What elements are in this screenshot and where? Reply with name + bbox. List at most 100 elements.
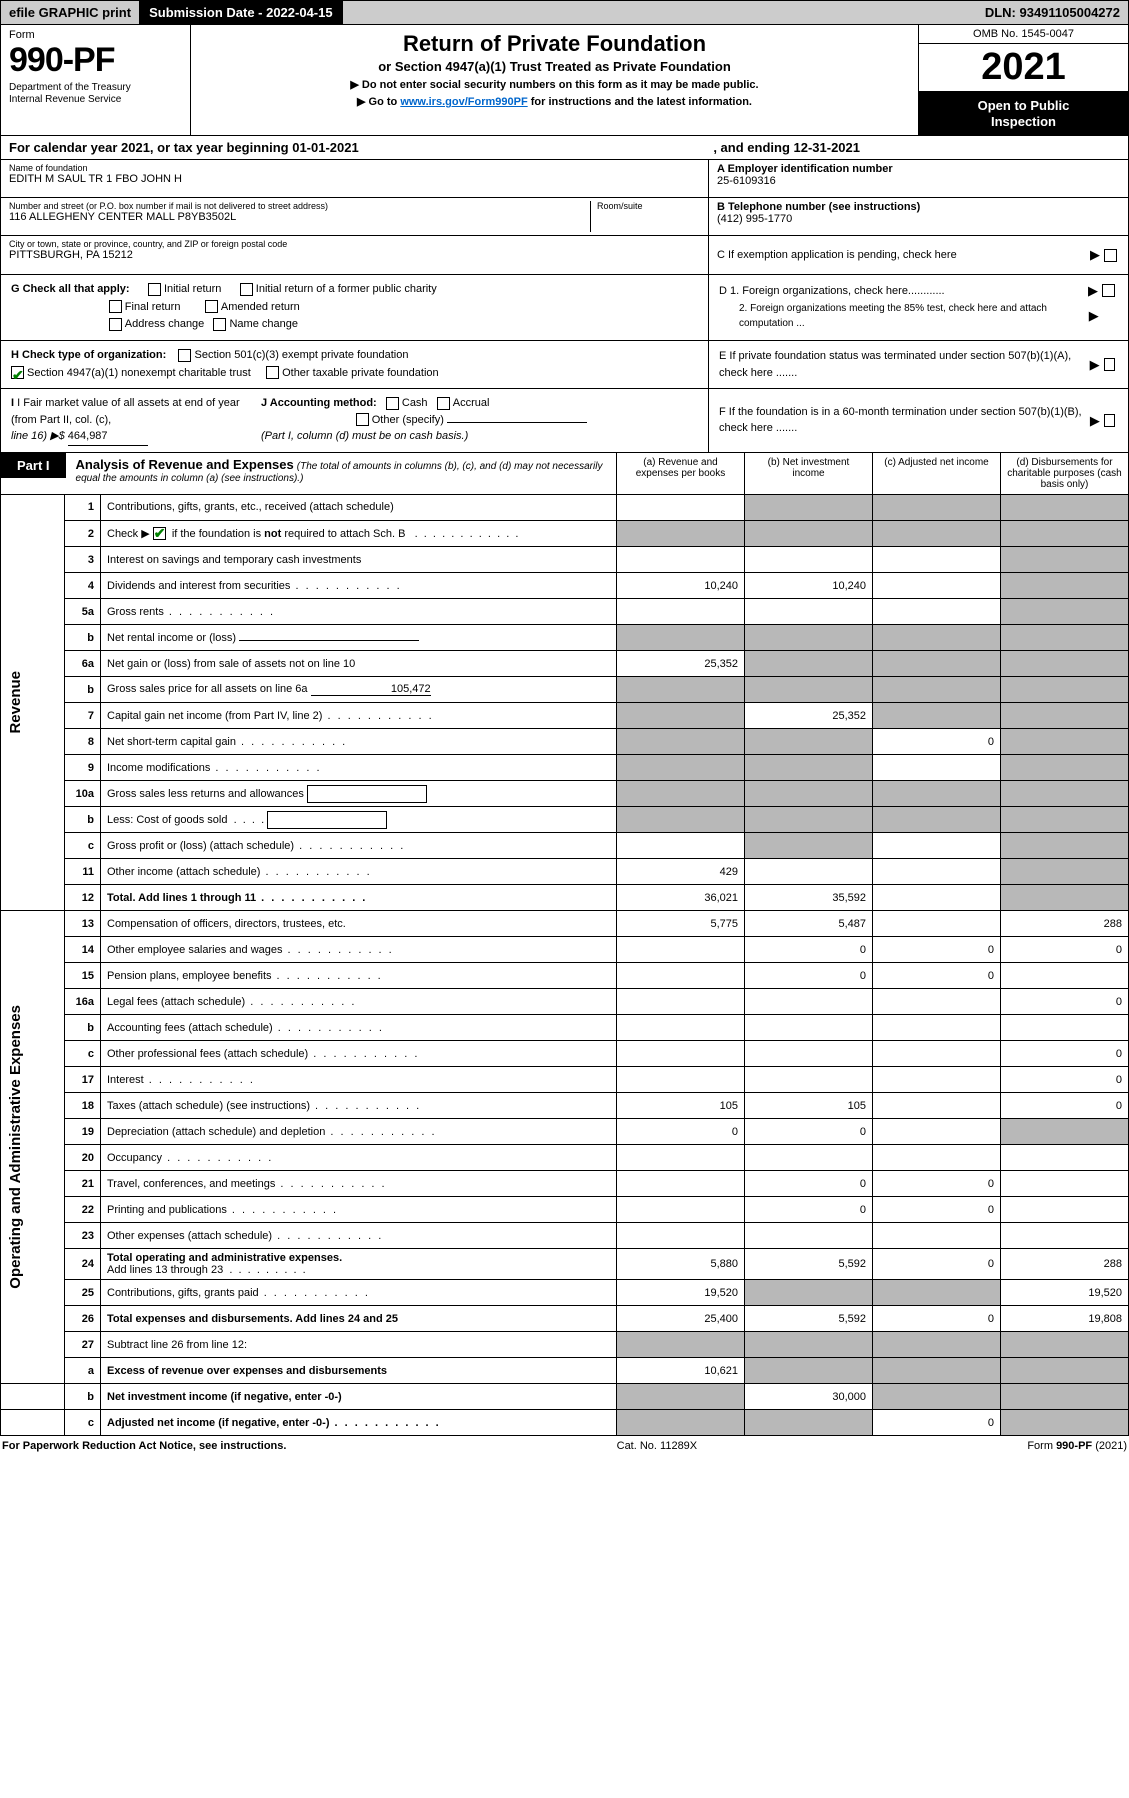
desc: Total. Add lines 1 through 11 [101, 885, 617, 911]
desc: Net gain or (loss) from sale of assets n… [101, 651, 617, 677]
amt: 288 [1001, 911, 1129, 937]
arrow-icon: ▶ [1090, 411, 1100, 431]
desc: Interest [101, 1067, 617, 1093]
desc: Less: Cost of goods sold . . . . [101, 807, 617, 833]
d1-label: D 1. Foreign organizations, check here..… [719, 283, 945, 300]
j-other-cb[interactable] [356, 413, 369, 426]
d1-checkbox[interactable] [1102, 284, 1115, 297]
h3-label: Other taxable private foundation [282, 367, 439, 379]
form-header: Form 990-PF Department of the Treasury I… [0, 25, 1129, 136]
table-row: 27Subtract line 26 from line 12: [1, 1332, 1129, 1358]
j-accrual-cb[interactable] [437, 397, 450, 410]
col-c: (c) Adjusted net income [872, 453, 1000, 494]
desc: Check ▶ if the foundation is not require… [101, 521, 617, 547]
g4-label: Amended return [221, 301, 300, 313]
amt: 0 [745, 1171, 873, 1197]
checks-g-d: G Check all that apply: Initial return I… [0, 275, 1129, 341]
topbar-spacer [343, 1, 977, 24]
arrow-icon: ▶ [1089, 306, 1099, 326]
part1-tag: Part I [1, 453, 66, 478]
f-checkbox[interactable] [1104, 414, 1115, 427]
table-row: cOther professional fees (attach schedul… [1, 1041, 1129, 1067]
schb-checkbox[interactable] [153, 527, 166, 540]
j-cash-cb[interactable] [386, 397, 399, 410]
amt: 30,000 [745, 1384, 873, 1410]
submission-date: Submission Date - 2022-04-15 [139, 1, 343, 24]
open-to-public: Open to Public Inspection [919, 92, 1128, 135]
table-row: bLess: Cost of goods sold . . . . [1, 807, 1129, 833]
j2-label: Accrual [453, 397, 490, 409]
amt: 0 [617, 1119, 745, 1145]
h2-label: Section 4947(a)(1) nonexempt charitable … [27, 367, 251, 379]
j1-label: Cash [402, 397, 428, 409]
g1-label: Initial return [164, 283, 221, 295]
g-label: G Check all that apply: [11, 283, 130, 295]
ein-value: 25-6109316 [717, 175, 776, 187]
e-checkbox[interactable] [1104, 358, 1115, 371]
g-amended-cb[interactable] [205, 300, 218, 313]
amt: 25,352 [617, 651, 745, 677]
amt: 5,592 [745, 1306, 873, 1332]
city-row: City or town, state or province, country… [1, 236, 708, 274]
amt: 36,021 [617, 885, 745, 911]
revenue-vbar: Revenue [1, 495, 65, 911]
g2-label: Initial return of a former public charit… [256, 283, 437, 295]
desc: Printing and publications [101, 1197, 617, 1223]
desc: Excess of revenue over expenses and disb… [101, 1358, 617, 1384]
desc: Gross sales less returns and allowances [101, 781, 617, 807]
table-row: 12Total. Add lines 1 through 1136,02135,… [1, 885, 1129, 911]
g-final-return-cb[interactable] [109, 300, 122, 313]
amt: 0 [1001, 989, 1129, 1015]
amt: 10,240 [745, 573, 873, 599]
amt: 5,775 [617, 911, 745, 937]
table-row: 10aGross sales less returns and allowanc… [1, 781, 1129, 807]
amt: 0 [873, 1410, 1001, 1436]
h1-label: Section 501(c)(3) exempt private foundat… [194, 349, 408, 361]
desc: Adjusted net income (if negative, enter … [101, 1410, 617, 1436]
footer-right: Form 990-PF (2021) [1027, 1440, 1127, 1452]
g-address-change-cb[interactable] [109, 318, 122, 331]
part1-text: Analysis of Revenue and Expenses (The to… [66, 453, 616, 488]
table-row: 2 Check ▶ if the foundation is not requi… [1, 521, 1129, 547]
foundation-name: EDITH M SAUL TR 1 FBO JOHN H [9, 173, 700, 185]
amt: 0 [745, 1197, 873, 1223]
table-row: 7Capital gain net income (from Part IV, … [1, 703, 1129, 729]
h-checks: H Check type of organization: Section 50… [1, 341, 708, 388]
i-label: I Fair market value of all assets at end… [11, 397, 240, 426]
col-b: (b) Net investment income [744, 453, 872, 494]
amt: 25,400 [617, 1306, 745, 1332]
table-row: 20Occupancy [1, 1145, 1129, 1171]
desc: Travel, conferences, and meetings [101, 1171, 617, 1197]
expenses-vbar: Operating and Administrative Expenses [1, 911, 65, 1384]
calyear-end: , and ending 12-31-2021 [713, 140, 860, 155]
table-row: 9Income modifications [1, 755, 1129, 781]
efile-label[interactable]: efile GRAPHIC print [1, 1, 139, 24]
table-row: 24Total operating and administrative exp… [1, 1249, 1129, 1280]
amt: 105 [745, 1093, 873, 1119]
h-4947-cb[interactable] [11, 366, 24, 379]
desc: Net rental income or (loss) [101, 625, 617, 651]
fmv-value: 464,987 [68, 428, 148, 446]
c-checkbox[interactable] [1104, 249, 1117, 262]
ij-block: I I Fair market value of all assets at e… [1, 389, 708, 452]
revenue-vlabel: Revenue [7, 671, 24, 734]
h-other-cb[interactable] [266, 366, 279, 379]
g-initial-former-cb[interactable] [240, 283, 253, 296]
amt: 429 [617, 859, 745, 885]
f-label: F If the foundation is in a 60-month ter… [719, 404, 1090, 437]
desc: Occupancy [101, 1145, 617, 1171]
table-row: 19Depreciation (attach schedule) and dep… [1, 1119, 1129, 1145]
g-name-change-cb[interactable] [213, 318, 226, 331]
amt: 0 [873, 1197, 1001, 1223]
tax-year: 2021 [919, 44, 1128, 92]
expenses-vlabel: Operating and Administrative Expenses [7, 1005, 24, 1289]
j-label: J Accounting method: [261, 397, 377, 409]
h-501c3-cb[interactable] [178, 349, 191, 362]
desc: Capital gain net income (from Part IV, l… [101, 703, 617, 729]
city-label: City or town, state or province, country… [9, 239, 700, 249]
amt: 5,880 [617, 1249, 745, 1280]
amt: 0 [745, 1119, 873, 1145]
amt: 0 [1001, 1093, 1129, 1119]
form990pf-link[interactable]: www.irs.gov/Form990PF [400, 96, 527, 108]
g-initial-return-cb[interactable] [148, 283, 161, 296]
